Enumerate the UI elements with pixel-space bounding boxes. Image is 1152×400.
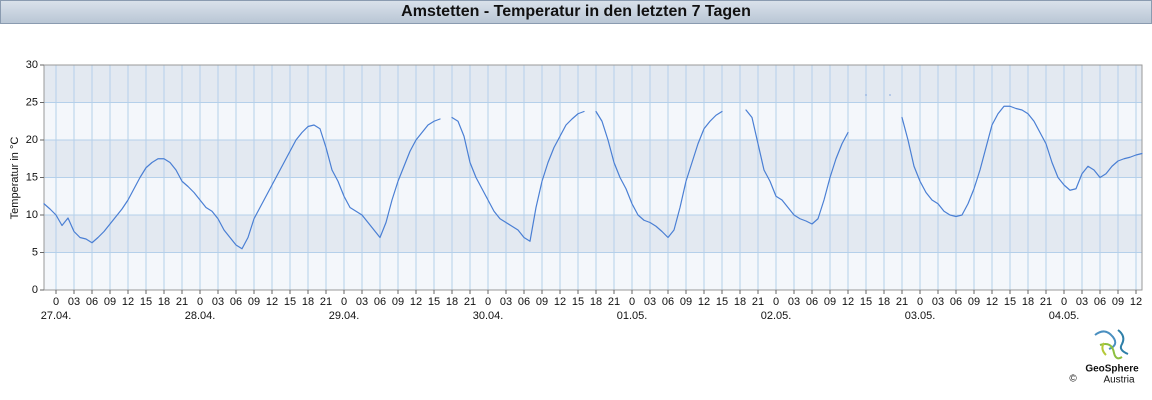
x-tick-label: 06 [230,296,242,308]
x-tick-label: 09 [824,296,836,308]
date-label: 29.04. [329,310,360,322]
x-tick-label: 21 [608,296,620,308]
temperature-line [43,94,1143,250]
x-tick-label: 15 [1004,296,1016,308]
x-tick-label: 09 [536,296,548,308]
x-tick-label: 18 [446,296,458,308]
logo-icon [1094,329,1129,360]
x-tick-label: 0 [629,296,635,308]
x-tick-label: 06 [86,296,98,308]
band [44,65,1142,103]
x-tick-label: 12 [410,296,422,308]
y-tick-label: 20 [26,134,38,146]
x-tick-label: 09 [104,296,116,308]
x-tick-label: 15 [428,296,440,308]
y-axis-label: Temperatur in °C [9,137,21,220]
x-tick-label: 18 [302,296,314,308]
x-tick-label: 15 [860,296,872,308]
x-tick-label: 21 [896,296,908,308]
x-tick-label: 18 [878,296,890,308]
x-tick-label: 06 [518,296,530,308]
x-tick-label: 12 [266,296,278,308]
x-tick-label: 15 [572,296,584,308]
x-tick-label: 06 [374,296,386,308]
x-tick-label: 21 [752,296,764,308]
x-tick-label: 15 [284,296,296,308]
logo-sub: Austria [1103,375,1135,386]
x-tick-label: 03 [644,296,656,308]
band [44,215,1142,253]
band [44,140,1142,178]
x-tick-label: 0 [53,296,59,308]
date-label: 01.05. [617,310,648,322]
x-tick-label: 03 [356,296,368,308]
y-tick-label: 10 [26,209,38,221]
x-tick-label: 09 [680,296,692,308]
band [44,177,1142,215]
band [44,102,1142,140]
x-tick-label: 03 [500,296,512,308]
x-tick-label: 03 [1076,296,1088,308]
logo-name: GeoSphere [1085,364,1139,375]
x-tick-label: 21 [464,296,476,308]
x-tick-label: 12 [842,296,854,308]
x-tick-label: 06 [950,296,962,308]
date-label: 02.05. [761,310,792,322]
x-tick-label: 0 [341,296,347,308]
x-tick-label: 12 [122,296,134,308]
x-tick-label: 12 [698,296,710,308]
x-tick-label: 03 [212,296,224,308]
x-tick-label: 15 [140,296,152,308]
x-tick-label: 0 [917,296,923,308]
x-tick-label: 21 [176,296,188,308]
x-tick-label: 03 [932,296,944,308]
x-tick-label: 12 [1130,296,1142,308]
x-tick-label: 21 [320,296,332,308]
x-tick-label: 09 [1112,296,1124,308]
date-label: 04.05. [1049,310,1080,322]
x-tick-label: 21 [1040,296,1052,308]
x-tick-label: 15 [716,296,728,308]
plot-area [44,64,1142,291]
x-tick-label: 03 [788,296,800,308]
x-tick-label: 18 [734,296,746,308]
x-tick-label: 18 [590,296,602,308]
x-tick-label: 06 [662,296,674,308]
x-tick-label: 09 [392,296,404,308]
x-tick-label: 06 [1094,296,1106,308]
x-tick-label: 0 [773,296,779,308]
x-tick-label: 12 [554,296,566,308]
x-tick-label: 12 [986,296,998,308]
date-label: 03.05. [905,310,936,322]
date-label: 30.04. [473,310,504,322]
y-tick-label: 25 [26,96,38,108]
x-tick-label: 09 [248,296,260,308]
x-tick-label: 0 [197,296,203,308]
x-tick-label: 18 [1022,296,1034,308]
x-tick-label: 0 [485,296,491,308]
logo-copyright: © [1069,374,1077,385]
x-tick-label: 18 [158,296,170,308]
x-tick-label: 06 [806,296,818,308]
y-tick-label: 30 [26,59,38,71]
x-tick-label: 0 [1061,296,1067,308]
date-label: 28.04. [185,310,216,322]
y-tick-label: 5 [32,246,38,258]
date-label: 27.04. [41,310,72,322]
y-tick-label: 0 [32,284,38,296]
chart-title: Amstetten - Temperatur in den letzten 7 … [0,0,1152,24]
y-tick-label: 15 [26,171,38,183]
x-tick-label: 03 [68,296,80,308]
x-tick-label: 09 [968,296,980,308]
band [44,252,1142,290]
